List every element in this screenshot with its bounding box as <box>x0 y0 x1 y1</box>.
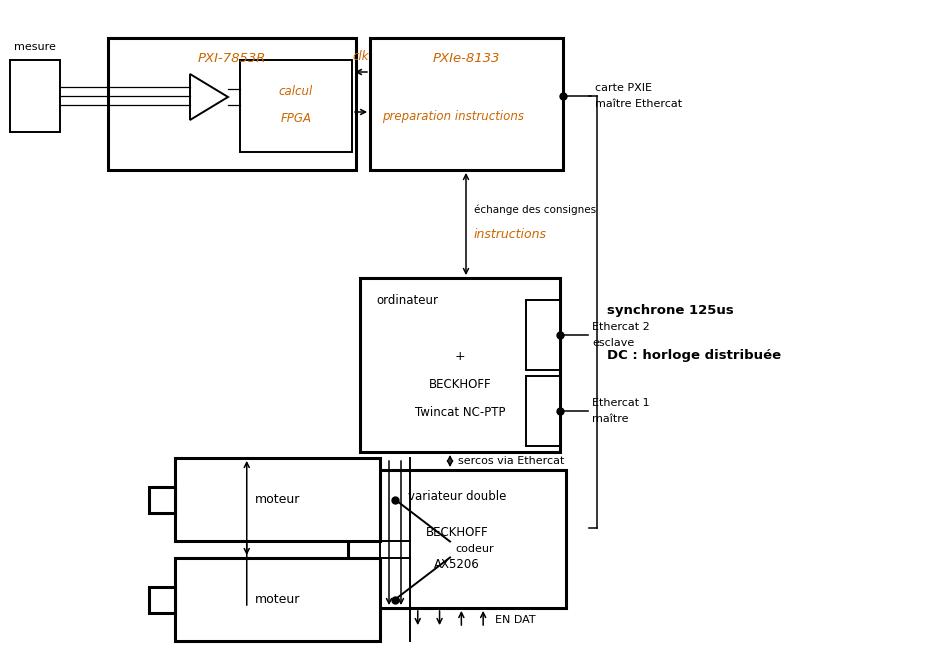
Text: FPGA: FPGA <box>280 111 312 125</box>
Bar <box>526 376 560 446</box>
Bar <box>108 38 356 170</box>
Text: clk: clk <box>353 50 369 63</box>
Text: BECKHOFF: BECKHOFF <box>426 525 488 539</box>
Text: maître: maître <box>592 414 629 424</box>
Bar <box>175 458 380 541</box>
Text: instructions: instructions <box>474 228 547 241</box>
Text: PXI-7853R: PXI-7853R <box>197 52 266 65</box>
Text: moteur: moteur <box>255 493 300 506</box>
Text: +: + <box>455 350 465 362</box>
Text: Ethercat 1: Ethercat 1 <box>592 398 649 408</box>
Text: synchrone 125us: synchrone 125us <box>607 304 733 316</box>
Bar <box>240 60 352 152</box>
Text: sercos via Ethercat: sercos via Ethercat <box>458 456 565 466</box>
Bar <box>10 60 60 132</box>
Text: EN DAT: EN DAT <box>495 615 535 625</box>
Polygon shape <box>190 74 228 120</box>
Bar <box>149 486 175 513</box>
Text: preparation instructions: preparation instructions <box>382 109 524 123</box>
Text: échange des consignes: échange des consignes <box>474 205 596 215</box>
Text: maître Ethercat: maître Ethercat <box>595 99 683 109</box>
Text: PXIe-8133: PXIe-8133 <box>432 52 499 65</box>
Text: calcul: calcul <box>278 84 313 98</box>
Text: codeur: codeur <box>455 545 494 555</box>
Bar <box>360 278 560 452</box>
Text: DC : horloge distribuée: DC : horloge distribuée <box>607 348 781 362</box>
Text: AX5206: AX5206 <box>434 559 480 572</box>
Text: moteur: moteur <box>255 593 300 606</box>
Bar <box>348 470 566 608</box>
Text: ordinateur: ordinateur <box>376 293 438 306</box>
Bar <box>370 38 563 170</box>
Text: variateur double: variateur double <box>408 490 506 502</box>
Bar <box>175 558 380 641</box>
Text: BECKHOFF: BECKHOFF <box>429 377 491 391</box>
Text: esclave: esclave <box>592 338 634 348</box>
Text: Twincat NC-PTP: Twincat NC-PTP <box>414 405 505 419</box>
Bar <box>149 586 175 612</box>
Text: Ethercat 2: Ethercat 2 <box>592 322 649 332</box>
Bar <box>526 300 560 370</box>
Text: carte PXIE: carte PXIE <box>595 83 652 93</box>
Text: mesure: mesure <box>14 42 56 52</box>
